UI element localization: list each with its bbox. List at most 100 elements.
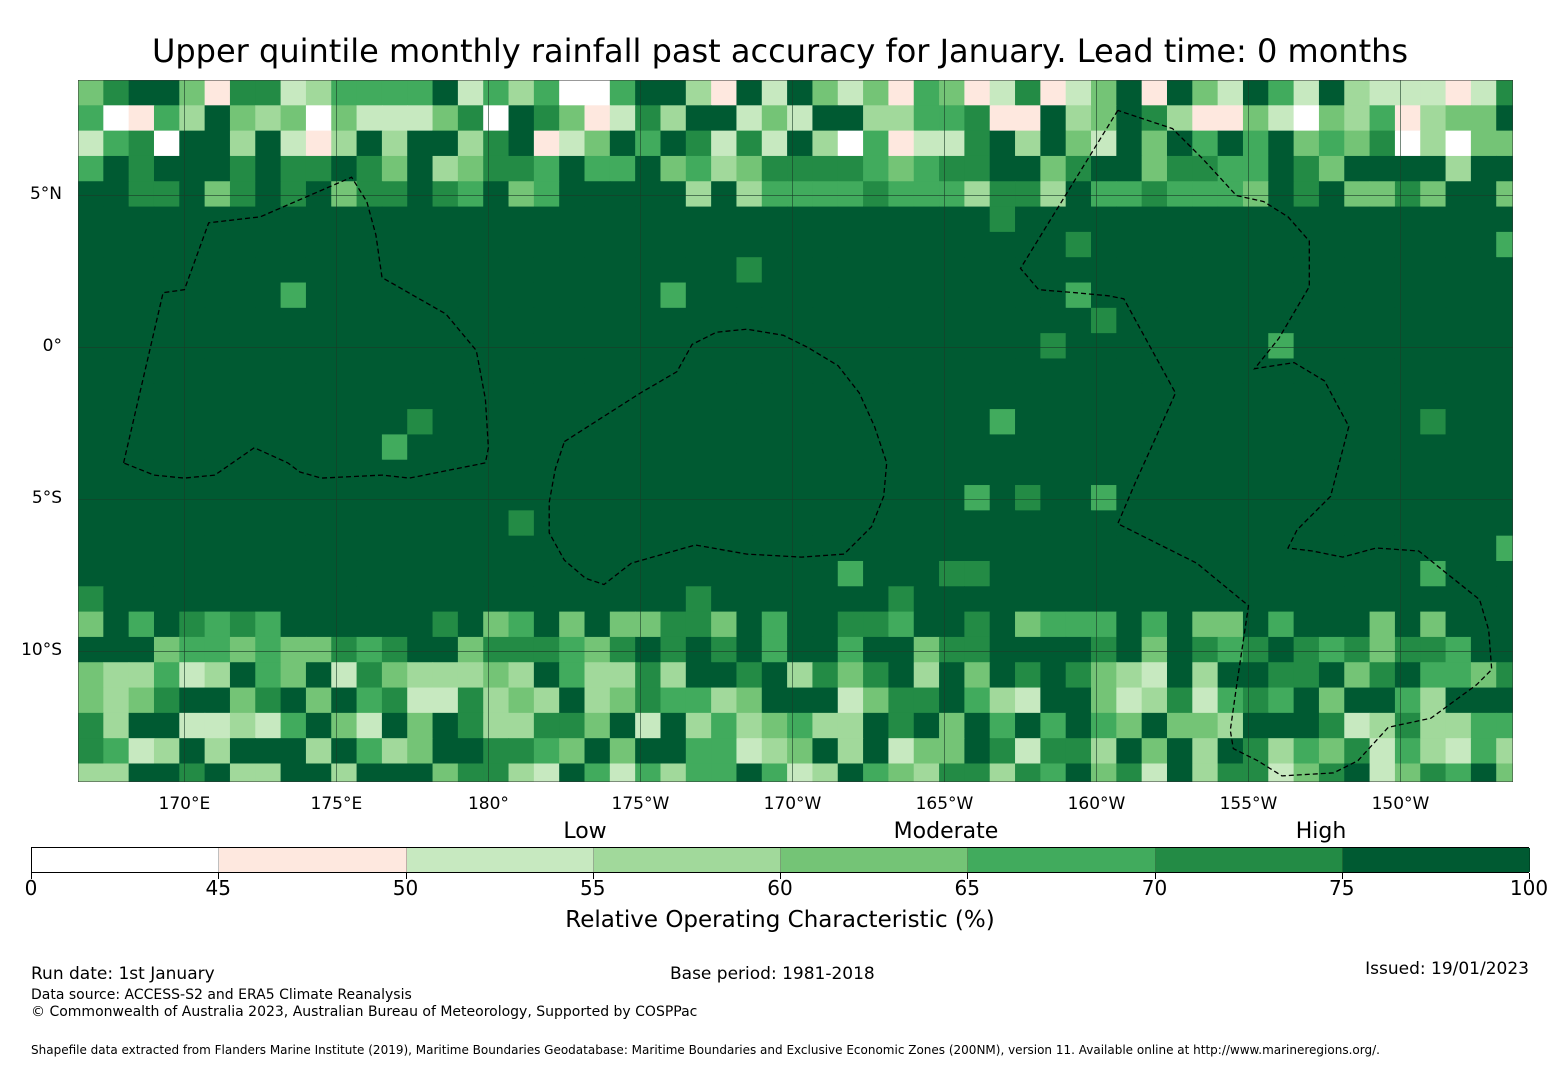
grid-cell: [229, 687, 256, 714]
grid-cell: [913, 636, 940, 663]
grid-cell: [78, 662, 104, 689]
grid-cell: [1445, 282, 1472, 309]
grid-cell: [229, 80, 256, 106]
grid-cell: [1141, 409, 1168, 435]
grid-cell: [483, 662, 510, 689]
grid-cell: [179, 282, 206, 309]
grid-cell: [255, 80, 282, 106]
grid-cell: [1496, 535, 1513, 562]
grid-cell: [1293, 181, 1320, 208]
grid-cell: [1091, 687, 1117, 714]
grid-cell: [153, 535, 180, 562]
grid-cell: [1445, 155, 1472, 182]
grid-cell: [1344, 662, 1371, 689]
grid-cell: [1192, 763, 1219, 782]
grid-cell: [229, 358, 256, 385]
colorbar-tick-label: 45: [205, 876, 231, 900]
grid-cell: [660, 434, 687, 461]
grid-cell: [356, 763, 383, 782]
grid-cell: [78, 155, 104, 182]
grid-cell: [711, 358, 738, 385]
grid-cell: [533, 459, 560, 486]
grid-cell: [381, 636, 408, 663]
grid-cell: [888, 383, 915, 410]
grid-cell: [457, 662, 484, 689]
grid-cell: [913, 535, 940, 562]
grid-cell: [787, 485, 814, 511]
grid-cell: [989, 231, 1016, 258]
grid-cell: [584, 662, 611, 689]
grid-cell: [1470, 206, 1497, 233]
grid-cell: [1420, 181, 1447, 208]
grid-cell: [863, 662, 890, 689]
grid-cell: [1065, 763, 1092, 782]
grid-cell: [331, 130, 358, 157]
grid-cell: [660, 231, 687, 258]
grid-cell: [989, 611, 1016, 638]
grid-cell: [964, 535, 991, 562]
grid-cell: [1242, 130, 1269, 157]
graticule: [78, 80, 1513, 782]
grid-cell: [1040, 738, 1067, 765]
grid-cell: [1394, 181, 1421, 208]
grid-cell: [1141, 712, 1168, 739]
grid-cell: [787, 560, 814, 587]
grid-cell: [229, 510, 256, 537]
grid-cell: [1420, 358, 1447, 385]
grid-cell: [964, 763, 991, 782]
grid-cell: [964, 434, 991, 461]
grid-cell: [989, 434, 1016, 461]
grid-cell: [787, 510, 814, 537]
grid-cell: [204, 333, 231, 360]
grid-cell: [1242, 181, 1269, 208]
grid-cell: [609, 307, 636, 334]
grid-cell: [204, 181, 231, 208]
grid-cell: [584, 257, 611, 284]
grid-cell: [1242, 510, 1269, 537]
grid-cell: [508, 206, 535, 233]
grid-cell: [1318, 383, 1345, 410]
grid-cell: [1116, 257, 1143, 284]
grid-cell: [711, 383, 738, 410]
grid-cell: [685, 712, 712, 739]
grid-cell: [229, 560, 256, 587]
grid-cell: [1091, 155, 1117, 182]
grid-cell: [305, 307, 332, 334]
grid-cell: [1470, 383, 1497, 410]
grid-cell: [1268, 282, 1295, 309]
grid-cell: [305, 130, 332, 157]
grid-cell: [736, 459, 763, 486]
grid-cell: [1420, 383, 1447, 410]
grid-cell: [1116, 130, 1143, 157]
grid-cell: [1369, 409, 1396, 435]
grid-cell: [407, 485, 434, 511]
grid-cell: [381, 510, 408, 537]
grid-cell: [939, 636, 965, 663]
grid-cell: [533, 586, 560, 613]
grid-cell: [1015, 586, 1041, 613]
grid-cell: [1344, 586, 1371, 613]
grid-cell: [964, 611, 991, 638]
grid-cell: [837, 611, 864, 638]
colorbar-bin: [219, 848, 407, 872]
grid-cell: [204, 358, 231, 385]
grid-cell: [229, 231, 256, 258]
grid-cell: [1318, 181, 1345, 208]
grid-cell: [1141, 687, 1168, 714]
eez-boundaries: [122, 109, 1493, 777]
grid-cell: [736, 130, 763, 157]
grid-cell: [939, 257, 965, 284]
grid-cell: [1242, 358, 1269, 385]
grid-cell: [635, 611, 662, 638]
grid-cell: [1470, 459, 1497, 486]
grid-cell: [761, 282, 788, 309]
grid-cell: [913, 459, 940, 486]
grid-cell: [305, 560, 332, 587]
grid-cell: [255, 459, 282, 486]
grid-cell: [305, 662, 332, 689]
grid-cell: [255, 763, 282, 782]
grid-cell: [1065, 712, 1092, 739]
grid-cell: [584, 358, 611, 385]
grid-cell: [964, 459, 991, 486]
grid-cell: [103, 485, 130, 511]
